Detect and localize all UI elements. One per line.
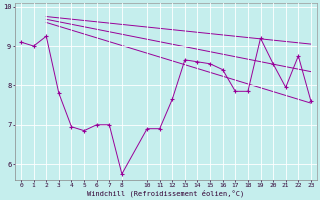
X-axis label: Windchill (Refroidissement éolien,°C): Windchill (Refroidissement éolien,°C) — [87, 190, 244, 197]
